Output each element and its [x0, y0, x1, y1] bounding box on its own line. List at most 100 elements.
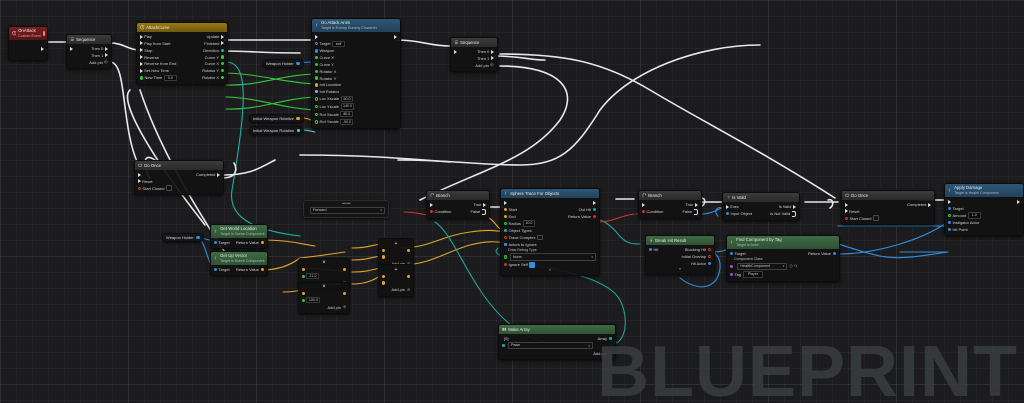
node-multiply-b[interactable]: × 100.0 Add pin	[298, 282, 350, 315]
exec-out-completed[interactable]	[217, 172, 220, 177]
draw-debug-dropdown[interactable]: None ▾	[509, 253, 596, 261]
row-rot-xscale[interactable]: Rot Xscale 80.0	[312, 110, 400, 118]
exec-out-is-not-valid[interactable]	[791, 210, 796, 217]
exec-out-false[interactable]	[481, 208, 486, 215]
row-b[interactable]	[379, 254, 413, 261]
row-tl-1[interactable]: Play from Start Finished	[137, 40, 227, 47]
pin-b[interactable]	[381, 281, 385, 285]
row-then0[interactable]: Then 0	[451, 48, 497, 55]
row-rotator-x[interactable]: Rotator X	[312, 68, 400, 75]
node-add-b[interactable]: + Add pin	[378, 264, 414, 297]
row-tl-3[interactable]: Reverse Curve Y	[137, 54, 227, 61]
addpin-icon[interactable]	[342, 305, 346, 310]
row-target[interactable]: Target	[945, 205, 1023, 212]
exec-in-pin[interactable]	[725, 204, 729, 209]
pin-start-closed[interactable]	[844, 216, 848, 220]
node-get-world-location[interactable]: f Get World Location Target is Scene Com…	[210, 224, 268, 250]
row-true[interactable]: True	[639, 201, 701, 208]
node-forward-selector[interactable]: ▬▬ Forward ▾	[303, 200, 389, 219]
pin-out[interactable]	[296, 128, 301, 132]
row-start[interactable]: Start Out Hit	[501, 206, 599, 213]
row-target[interactable]: Target Return Value	[727, 250, 839, 257]
pin-target[interactable]	[314, 42, 318, 46]
node-do-once-1[interactable]: Do Once Completed Reset Start Closed	[134, 160, 224, 196]
addpin-icon[interactable]	[406, 287, 410, 292]
pin-return-value[interactable]	[260, 267, 264, 272]
pin-b[interactable]	[301, 298, 305, 303]
row-hit-actor[interactable]: Hit Actor	[646, 260, 714, 267]
pin-out[interactable]	[406, 274, 410, 279]
pin-input-object[interactable]	[725, 212, 729, 216]
pin-a[interactable]	[381, 274, 385, 279]
rot-yscale-value[interactable]: -50.0	[340, 118, 354, 126]
rot-xscale-value[interactable]: 80.0	[340, 110, 354, 118]
pin-init-location[interactable]	[314, 83, 318, 87]
row-exec[interactable]: Completed	[842, 201, 934, 208]
pin-start[interactable]	[503, 207, 507, 212]
row-tl-6[interactable]: New Time 0.0 Rotator X	[137, 74, 227, 82]
pin-a[interactable]	[301, 291, 305, 296]
row-exec[interactable]: Exec Is Valid	[723, 203, 799, 210]
exec-in-play-from-start[interactable]	[139, 41, 143, 46]
row-rot-yscale[interactable]: Rot Yscale -50.0	[312, 118, 400, 126]
pin-a[interactable]	[301, 267, 305, 272]
node-timeline-attackcurve[interactable]: AttackCurve Play Update Play from Start …	[136, 22, 228, 86]
row-exec[interactable]	[945, 198, 1023, 205]
node-sequence-1[interactable]: Sequence Then 0 Then 1 Add pin	[66, 34, 112, 70]
start-closed-checkbox[interactable]	[873, 215, 879, 222]
event-delegate-pin[interactable]	[42, 30, 45, 36]
row-condition[interactable]: Condition False	[639, 208, 701, 215]
row-a[interactable]	[379, 273, 413, 280]
exec-in-pin[interactable]	[947, 199, 951, 204]
exec-out-completed[interactable]	[928, 202, 931, 207]
multiply-a-value[interactable]: 21.0	[306, 273, 320, 280]
row-curve-x[interactable]: Curve X	[312, 54, 400, 61]
node-branch-2[interactable]: Branch True Condition False	[638, 190, 702, 219]
pin-out[interactable]	[342, 291, 346, 296]
pin-blocking-hit[interactable]	[707, 247, 711, 252]
row-hit-point[interactable]: Hit Point	[945, 226, 1023, 233]
pin-hit-point[interactable]	[947, 227, 951, 232]
row-addpin[interactable]: Add pin	[499, 350, 615, 357]
row-instigator[interactable]: Instigator Actor	[945, 219, 1023, 226]
pin-out[interactable]	[296, 116, 300, 120]
row-addpin[interactable]: Add pin	[67, 59, 111, 66]
node-find-component-by-tag[interactable]: f Find Component by Tag Target is Actor …	[726, 235, 840, 282]
node-custom-event-onattack[interactable]: OnAttack Custom Event	[8, 26, 48, 61]
node-apply-damage[interactable]: f Apply Damage Target is Health Componen…	[944, 183, 1024, 237]
row-then0[interactable]: Then 0	[67, 45, 111, 52]
row-initial-overlap[interactable]: Initial Overlap	[646, 253, 714, 260]
collapse-toggle[interactable]: ▾	[549, 268, 551, 273]
row-tl-4[interactable]: Reverse from End Curve X	[137, 60, 227, 67]
then0-pin[interactable]	[105, 46, 108, 51]
tag-value[interactable]: Player	[742, 271, 764, 278]
node-get-up-vector[interactable]: f Get Up Vector Target is Scene Componen…	[210, 251, 268, 277]
row-addpin[interactable]: Add pin	[379, 287, 413, 294]
loc-yscale-value[interactable]: 140.0	[340, 103, 355, 110]
target-value[interactable]: self	[332, 40, 345, 47]
exec-in-pin[interactable]	[453, 49, 457, 54]
row-condition[interactable]: Condition False	[427, 208, 489, 215]
row-exec[interactable]	[501, 199, 599, 206]
pin-out[interactable]	[342, 267, 346, 272]
row-a[interactable]	[379, 247, 413, 254]
pin-new-time[interactable]	[139, 76, 143, 80]
row-tl-2[interactable]: Stop Direction	[137, 47, 227, 54]
pin-curve-x[interactable]	[314, 56, 318, 60]
pin-loc-xscale[interactable]	[314, 97, 318, 101]
pin-return-value[interactable]	[260, 240, 264, 245]
exec-in-pin[interactable]	[503, 200, 507, 205]
pin-b[interactable]	[301, 274, 305, 279]
exec-in-reset[interactable]	[844, 209, 848, 214]
row-trace-complex[interactable]: Trace Complex	[501, 234, 599, 241]
row-exec[interactable]	[312, 33, 400, 40]
pin-actors-to-ignore[interactable]	[503, 242, 507, 246]
pin-tag[interactable]	[729, 272, 733, 277]
var-initial-weapon-relative[interactable]: Initial Weapon Relative	[249, 114, 304, 123]
row-b[interactable]: 100.0	[299, 297, 349, 304]
pin-rotator-x[interactable]	[314, 69, 318, 73]
row-exec[interactable]: Completed	[135, 171, 223, 178]
search-icon[interactable]	[794, 264, 798, 269]
addpin-icon[interactable]	[608, 351, 612, 356]
